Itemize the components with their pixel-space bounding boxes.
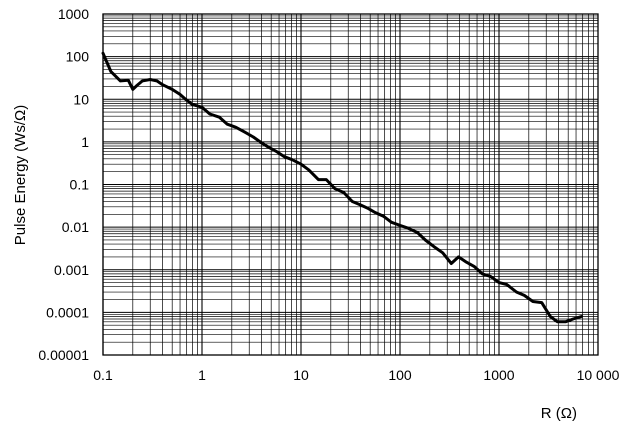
y-tick-label: 1000 — [58, 6, 89, 22]
y-tick-label: 0.01 — [62, 219, 89, 235]
x-tick-label: 10 — [293, 367, 309, 383]
y-tick-label: 0.1 — [70, 177, 90, 193]
y-tick-labels: 1000 100 10 1 0.1 0.01 0.001 0.0001 0.00001 — [38, 6, 89, 363]
y-tick-label: 100 — [66, 49, 90, 65]
series-layer — [101, 51, 583, 324]
y-tick-label: 10 — [73, 91, 89, 107]
y-axis-title: Pulse Energy (Ws/Ω) — [12, 105, 29, 245]
y-tick-label: 0.00001 — [38, 347, 89, 363]
x-tick-label: 1 — [198, 367, 206, 383]
x-axis-title: R (Ω) — [541, 405, 577, 422]
y-tick-label: 0.001 — [54, 262, 89, 278]
x-tick-label: 100 — [388, 367, 412, 383]
y-tick-label: 1 — [81, 134, 89, 150]
y-tick-label: 0.0001 — [46, 304, 89, 320]
x-tick-label: 10 000 — [577, 367, 620, 383]
grid — [102, 14, 598, 356]
x-tick-label: 1000 — [483, 367, 514, 383]
x-tick-labels: 0.1 1 10 100 1000 10 000 — [93, 367, 619, 383]
plot-frame — [102, 13, 599, 356]
x-tick-label: 0.1 — [93, 367, 113, 383]
series-line — [101, 51, 583, 324]
